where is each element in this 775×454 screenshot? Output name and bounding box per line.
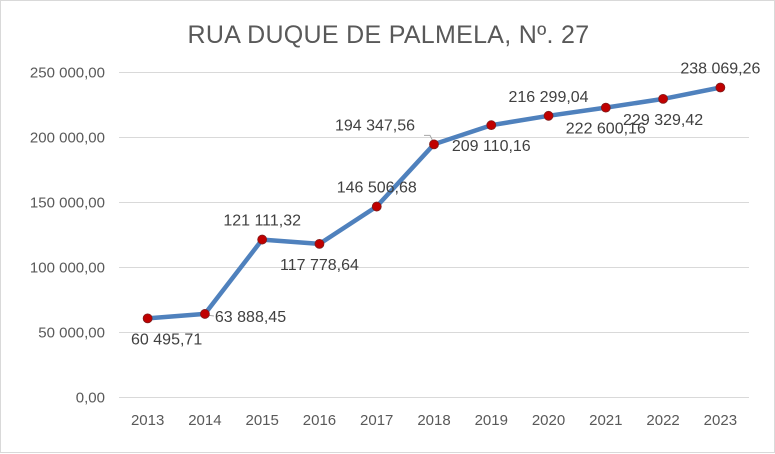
data-label: 121 111,32 <box>223 213 301 230</box>
data-point <box>543 110 554 121</box>
data-point <box>429 139 439 150</box>
y-axis-tick-labels: 0,00 50 000,00 100 000,00 150 000,00 200 000… <box>30 65 105 407</box>
gridlines <box>119 72 749 398</box>
data-point <box>486 120 497 131</box>
data-label: 209 110,16 <box>452 138 531 155</box>
x-tick-label: 2023 <box>704 412 737 429</box>
data-label: 63 888,45 <box>215 309 286 326</box>
x-tick-label: 2017 <box>360 412 393 429</box>
data-point <box>371 201 382 212</box>
data-label: 146 506,68 <box>337 180 417 197</box>
data-label: 194 347,56 <box>335 117 415 134</box>
data-label: 229 329,42 <box>623 112 703 129</box>
data-label: 216 299,04 <box>509 89 589 106</box>
y-tick-label: 0,00 <box>76 390 105 407</box>
x-tick-label: 2015 <box>245 412 278 429</box>
y-tick-label: 50 000,00 <box>38 325 105 342</box>
y-tick-label: 100 000,00 <box>30 260 105 277</box>
data-point <box>600 102 611 113</box>
data-points <box>142 82 726 324</box>
y-tick-label: 250 000,00 <box>30 65 105 82</box>
data-label: 60 495,71 <box>131 331 202 348</box>
x-tick-label: 2021 <box>589 412 622 429</box>
x-tick-label: 2013 <box>131 412 164 429</box>
data-point <box>200 309 210 319</box>
data-label: 222 600,16 <box>566 121 646 138</box>
data-point <box>257 234 268 245</box>
x-tick-label: 2016 <box>303 412 336 429</box>
data-label: 238 069,26 <box>680 61 760 78</box>
x-tick-label: 2014 <box>188 412 221 429</box>
x-tick-label: 2018 <box>417 412 450 429</box>
x-axis-tick-labels: 2013 2014 2015 2016 2017 2018 2019 2020 2021 2022… <box>131 412 737 429</box>
chart-title: RUA DUQUE DE PALMELA, Nº. 27 <box>187 21 590 49</box>
data-point <box>715 82 726 93</box>
x-tick-label: 2022 <box>646 412 679 429</box>
data-point <box>658 93 668 104</box>
x-tick-label: 2020 <box>532 412 565 429</box>
data-labels: 60 495,71 63 888,45 121 111,32 117 778,64 14… <box>131 61 760 349</box>
y-tick-label: 150 000,00 <box>30 195 105 212</box>
y-tick-label: 200 000,00 <box>30 130 105 147</box>
x-tick-label: 2019 <box>475 412 508 429</box>
data-point <box>142 313 153 324</box>
data-label: 117 778,64 <box>280 257 359 274</box>
data-point <box>314 238 325 249</box>
label-leader-line <box>424 134 434 142</box>
